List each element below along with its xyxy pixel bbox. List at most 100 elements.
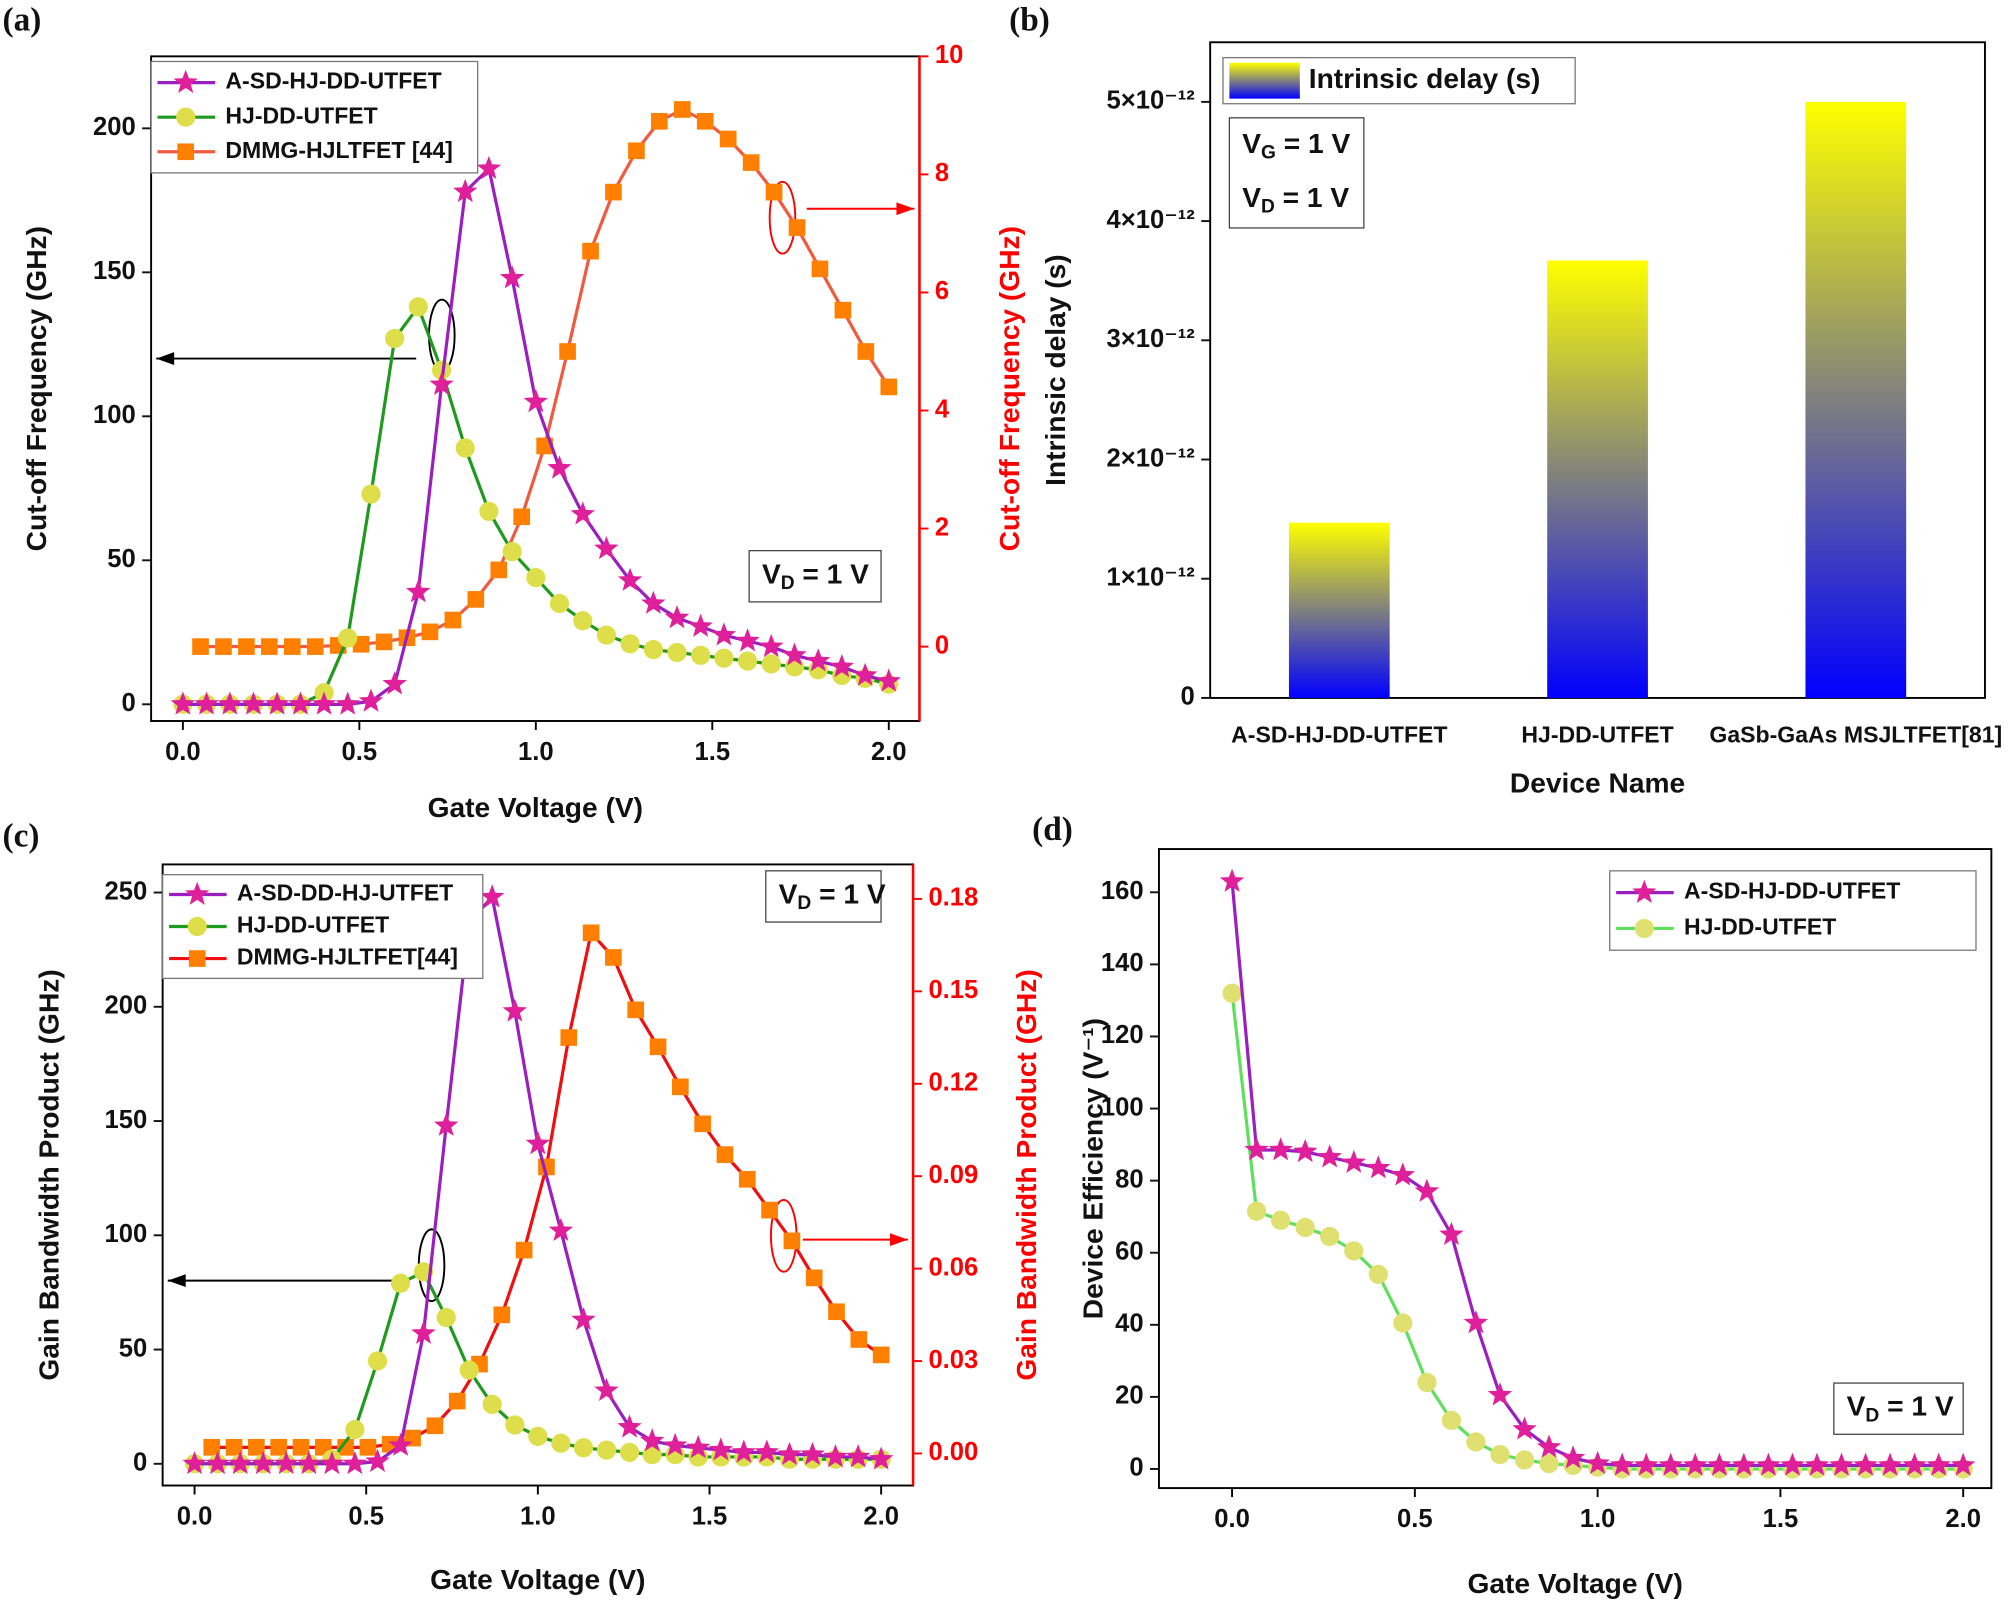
x-tick-label: 1.5 [694,738,730,766]
annotation-box [1228,117,1365,229]
callout-ellipse [768,180,797,255]
marker [850,1331,868,1348]
y-tick-label: 0 [1129,1454,1143,1482]
y-tick-label: 0 [121,689,135,717]
x-tick-label: 1.5 [1763,1505,1799,1533]
marker [596,625,617,645]
x-tick-label: A-SD-HJ-DD-UTFET [1231,721,1447,747]
x-tick-label: 0.0 [1214,1505,1250,1533]
y-tick-label: 4×10⁻¹² [1107,206,1195,234]
y-tick-label: 140 [1101,949,1144,977]
marker [176,107,196,127]
y-tick-label: 6 [935,277,949,305]
marker [390,1273,411,1293]
annotation: VG = 1 V [1242,127,1350,163]
arrow-head [890,1233,908,1247]
marker [714,648,734,668]
marker [627,1001,645,1019]
marker [455,438,475,458]
y-tick-label: 0.18 [928,884,978,912]
y-tick-label: 0 [133,1449,147,1477]
marker [1585,1450,1610,1474]
y-axis-title: Cut-off Frequency (GHz) [20,226,52,551]
marker [1683,1452,1708,1476]
marker [1634,918,1654,939]
marker [667,642,687,663]
marker [523,389,548,413]
x-tick-label: 1.0 [518,738,554,766]
marker [225,1438,243,1456]
marker [1490,1444,1510,1465]
y-axis-title: Gain Bandwidth Product (GHz) [33,969,65,1380]
y-tick-label: 0.00 [928,1438,978,1466]
marker [1317,1144,1342,1168]
x-tick-label: 1.0 [1580,1505,1616,1533]
marker [490,561,508,579]
marker [852,662,878,686]
marker [187,916,207,937]
marker [1560,1445,1586,1469]
marker [288,691,313,715]
y-tick-label: 5×10⁻¹² [1107,87,1195,115]
marker [270,1438,287,1456]
annotation-box [765,870,882,923]
panel-label: (c) [3,817,40,854]
y-tick-label: 2 [935,513,949,541]
annotation-text: V [779,878,798,910]
marker [429,371,454,395]
y-tick-label: 50 [119,1334,147,1362]
marker [203,1438,221,1456]
marker [735,628,760,652]
series-line [194,893,882,1466]
y-tick-label: 20 [1115,1382,1144,1410]
marker [479,884,505,908]
y-tick-label: 40 [1115,1310,1144,1338]
marker [1926,1452,1951,1476]
annotation: VD = 1 V [1242,181,1349,217]
x-tick-label: 0.5 [342,738,378,766]
marker [857,343,875,360]
marker [1658,1452,1683,1476]
marker [448,1392,466,1410]
marker [829,654,855,678]
annotation-sub: D [1261,197,1275,218]
marker [671,1078,689,1096]
marker [342,1450,368,1475]
marker [431,360,452,380]
arrow-head [156,352,175,365]
marker [194,691,219,715]
marker [311,691,337,715]
annotation-rest: = 1 V [1276,127,1351,159]
annotation: VD = 1 V [1847,1390,1954,1426]
marker [828,1303,845,1321]
annotation-sub: D [1865,1405,1879,1426]
y-tick-label: 0.12 [928,1069,978,1097]
annotation-rest: = 1 V [795,558,870,590]
marker [1466,1432,1486,1452]
marker [570,501,595,525]
marker [375,633,393,651]
marker [617,1414,642,1438]
marker [551,1433,571,1453]
marker [177,143,195,161]
marker [823,1444,848,1468]
y-tick-label: 120 [1101,1021,1144,1049]
marker [453,178,478,203]
y-tick-label: 200 [93,113,136,141]
marker [283,638,301,655]
marker [1219,868,1245,892]
marker [1634,1452,1659,1476]
marker [205,1450,230,1475]
marker [248,1438,265,1456]
panel-label: (d) [1032,811,1073,848]
x-tick-label: 0.0 [165,738,201,766]
marker [761,1201,778,1219]
marker [1731,1452,1757,1476]
y-tick-label: 2×10⁻¹² [1107,444,1195,472]
marker [479,501,499,521]
marker [476,155,502,180]
annotation: VD = 1 V [762,558,869,594]
annotation-text: V [1242,181,1261,213]
